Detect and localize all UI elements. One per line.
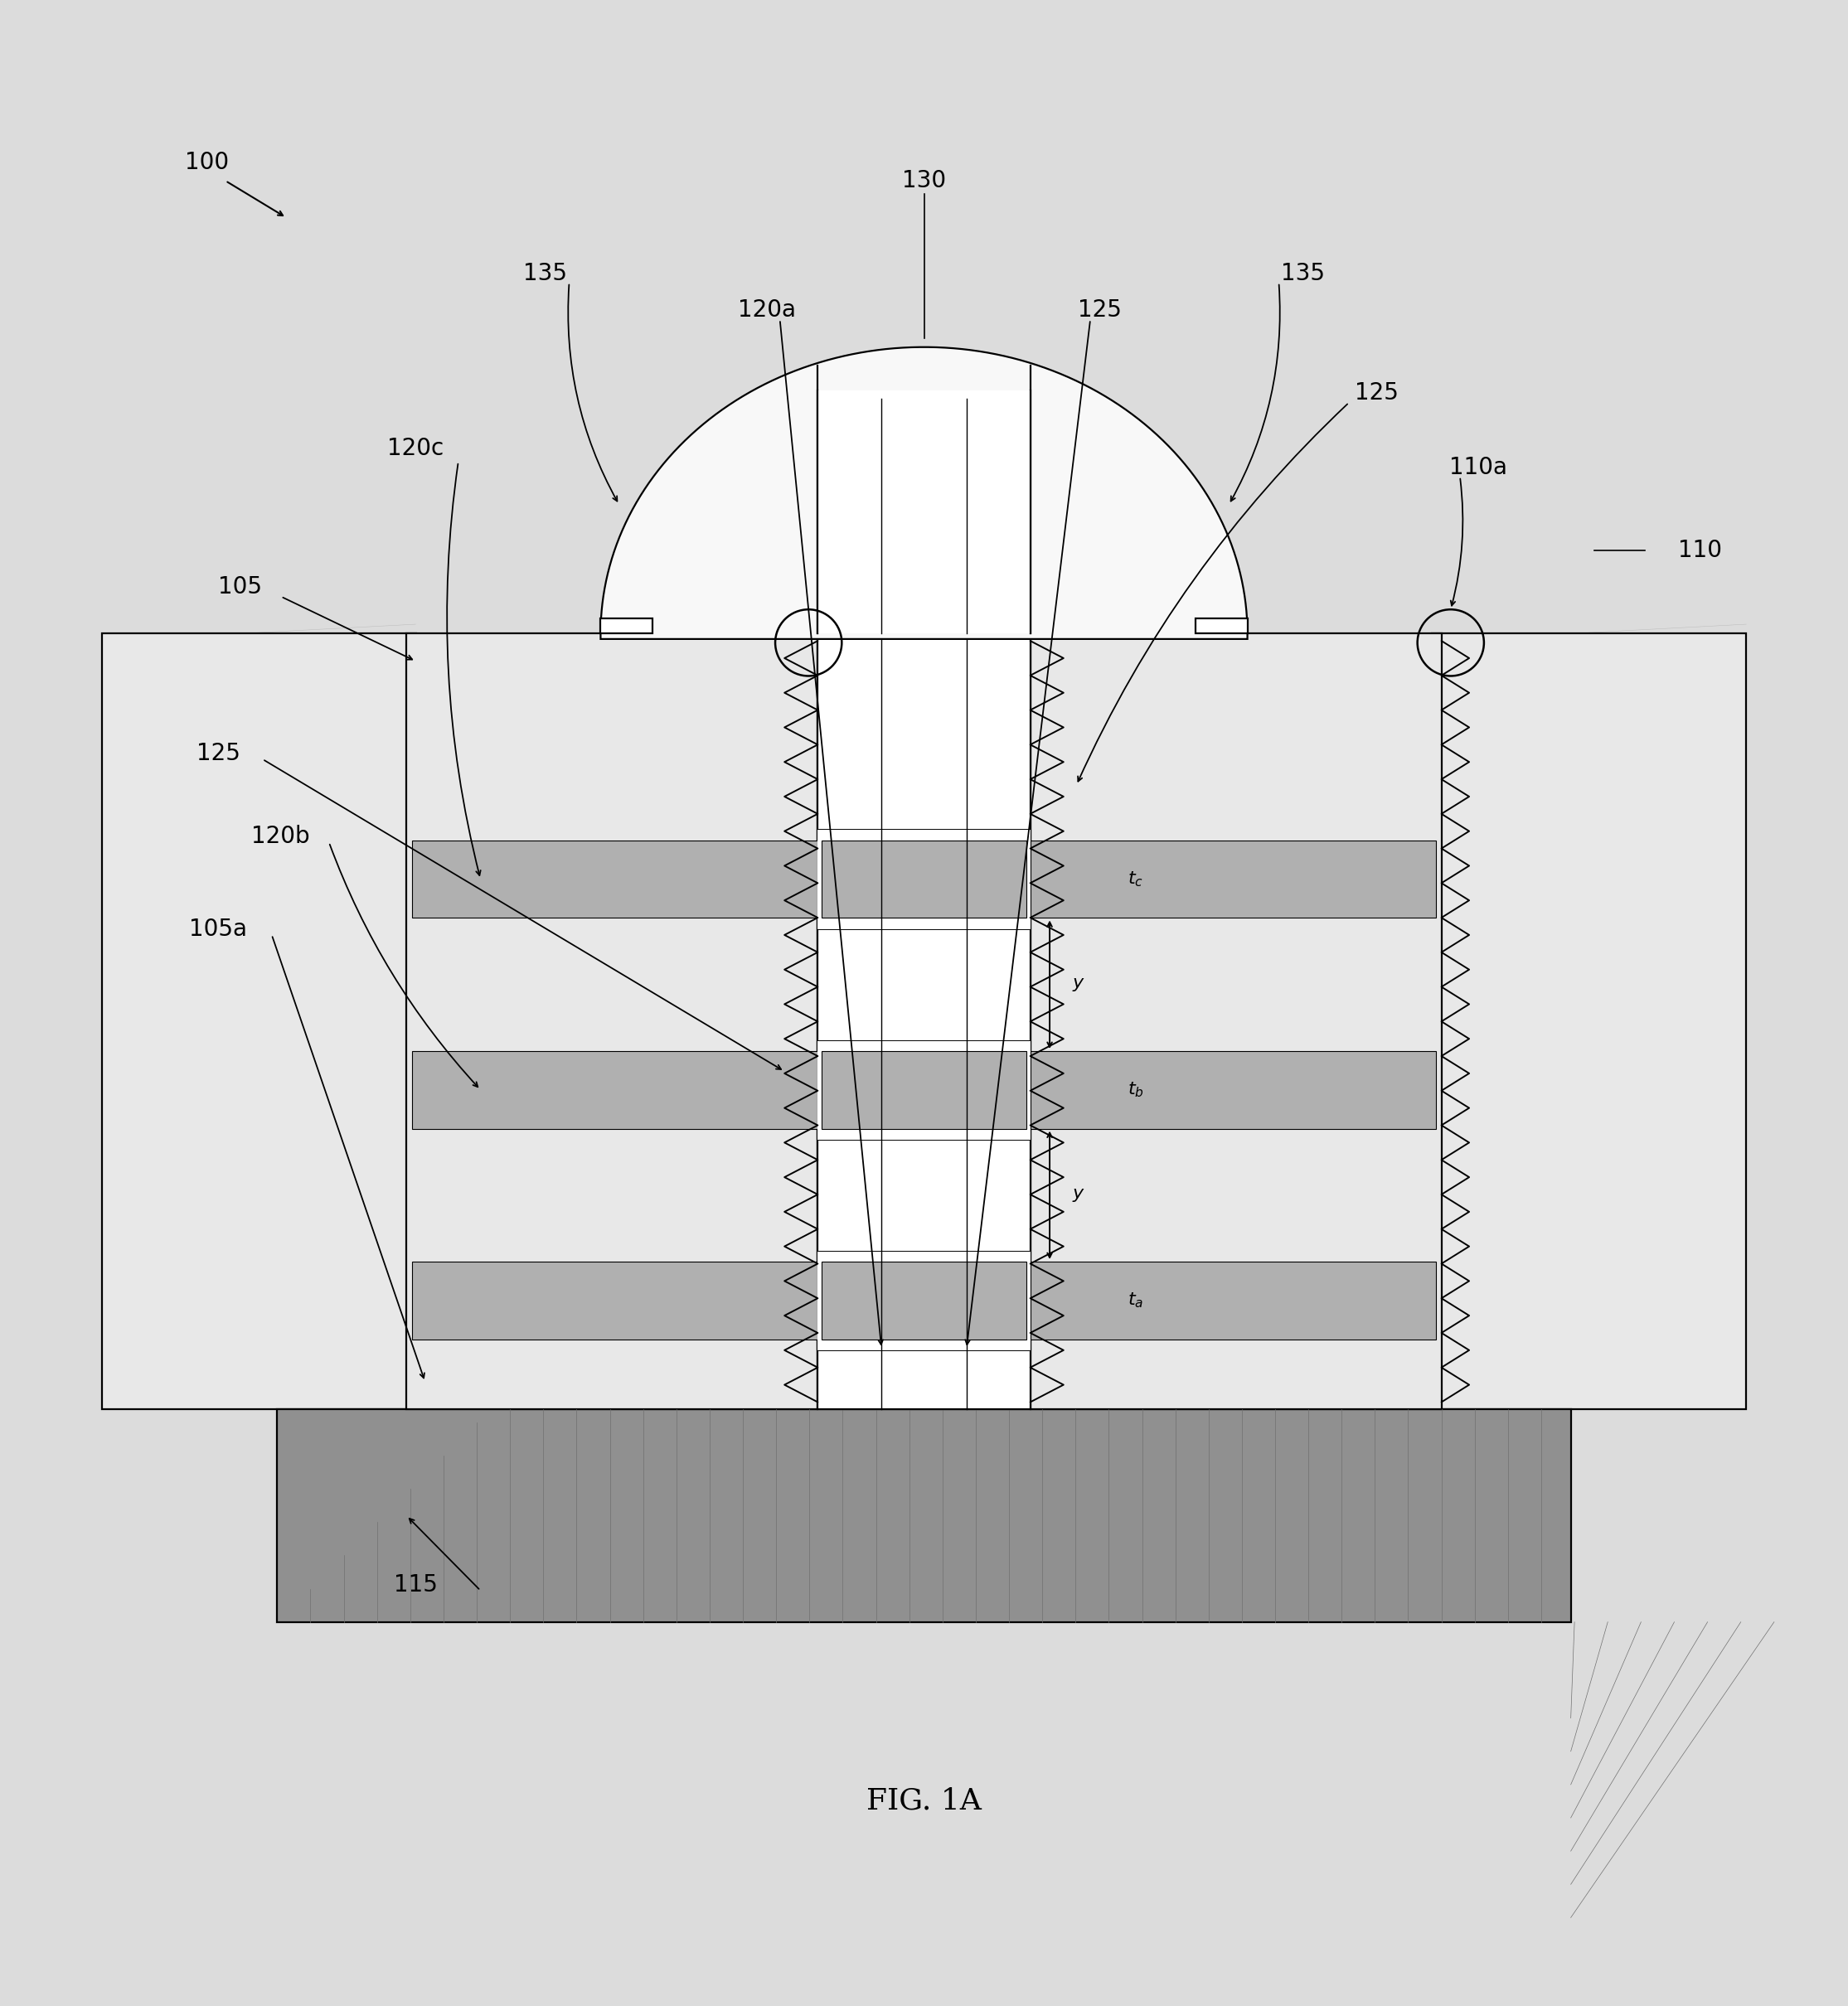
Text: FIG. 1A: FIG. 1A: [867, 1787, 981, 1815]
Text: 110: 110: [1678, 540, 1722, 562]
Polygon shape: [601, 347, 1247, 640]
Bar: [821, 1262, 1027, 1340]
Bar: [817, 634, 1031, 1410]
Text: 120a: 120a: [737, 299, 796, 321]
Text: $t_b$: $t_b$: [1127, 1081, 1144, 1099]
Bar: [1031, 634, 1441, 1410]
Text: $y$: $y$: [1072, 1188, 1085, 1204]
Text: 120c: 120c: [388, 437, 444, 459]
Bar: [821, 841, 1027, 919]
Bar: [407, 634, 817, 1410]
Text: $t_a$: $t_a$: [1127, 1292, 1144, 1310]
Bar: [821, 1051, 1027, 1129]
Bar: [817, 1039, 1031, 1139]
Text: 135: 135: [1281, 261, 1325, 285]
Bar: [1031, 1262, 1436, 1340]
Bar: [817, 828, 1031, 929]
Text: $y$: $y$: [1072, 977, 1085, 993]
Bar: [1432, 634, 1746, 1410]
Bar: [277, 1410, 1571, 1623]
Text: 125: 125: [196, 742, 240, 764]
Text: 110a: 110a: [1449, 455, 1508, 479]
Bar: [817, 1250, 1031, 1350]
Text: 135: 135: [523, 261, 567, 285]
Bar: [1031, 1051, 1436, 1129]
Text: 130: 130: [902, 169, 946, 193]
Text: 115: 115: [394, 1573, 438, 1597]
Text: 125: 125: [1077, 299, 1122, 321]
Bar: [1196, 618, 1247, 634]
Text: 105a: 105a: [188, 917, 248, 941]
Text: 105: 105: [218, 576, 262, 600]
Text: 125: 125: [1355, 381, 1399, 405]
Text: $t_c$: $t_c$: [1127, 871, 1144, 889]
Bar: [412, 841, 817, 919]
Bar: [102, 634, 416, 1410]
Bar: [412, 1262, 817, 1340]
Bar: [817, 389, 1031, 634]
Text: 100: 100: [185, 150, 229, 175]
Text: 120b: 120b: [251, 824, 310, 849]
Bar: [601, 618, 652, 634]
Bar: [1031, 841, 1436, 919]
Bar: [412, 1051, 817, 1129]
